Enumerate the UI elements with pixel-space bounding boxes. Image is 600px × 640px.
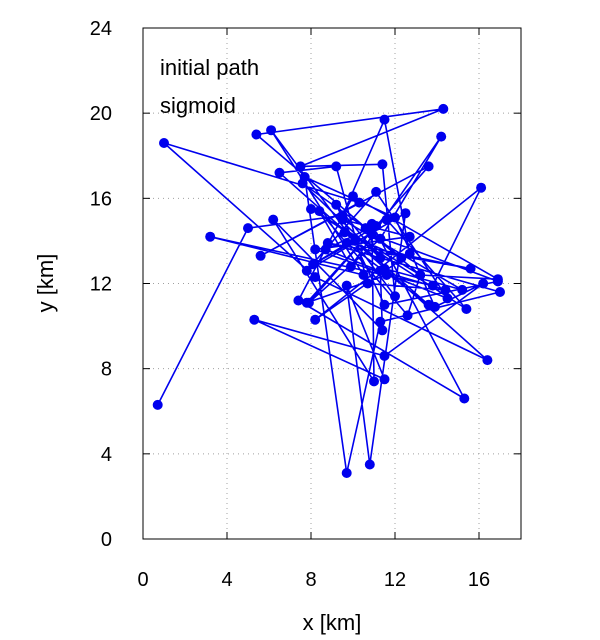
y-tick-label: 0 [101, 529, 112, 551]
data-point [337, 214, 348, 225]
data-point [396, 253, 407, 263]
data-point [159, 138, 169, 148]
data-point [379, 299, 390, 310]
data-point [205, 231, 216, 242]
data-point [427, 280, 438, 291]
data-point [320, 244, 331, 255]
data-point [310, 314, 321, 325]
data-point [404, 248, 415, 259]
data-point [345, 261, 356, 272]
y-tick-label: 16 [90, 188, 112, 210]
data-point [249, 314, 260, 325]
data-point [375, 233, 386, 244]
data-point [362, 278, 373, 289]
annotation-line-1: initial path [160, 55, 259, 80]
data-point [478, 278, 489, 289]
data-point [251, 129, 262, 140]
data-point [354, 197, 365, 208]
series-line [156, 108, 501, 474]
data-point [152, 399, 163, 410]
y-tick-label: 4 [101, 444, 112, 466]
data-point [301, 265, 312, 276]
data-point [274, 167, 285, 178]
data-point [266, 125, 277, 136]
data-point [457, 284, 468, 295]
y-tick-label: 24 [90, 18, 112, 40]
data-point [350, 235, 361, 246]
data-point [348, 191, 358, 202]
x-tick-label: 8 [305, 569, 316, 591]
data-point [364, 459, 375, 470]
x-tick-label: 0 [137, 569, 148, 591]
data-point [482, 355, 493, 366]
data-point [301, 297, 312, 308]
data-point [390, 212, 400, 223]
x-tick-label: 16 [468, 569, 490, 591]
axis-ticks: 0 4 8 12 16 0 4 8 12 16 20 24 [90, 18, 521, 591]
x-axis-label: x [km] [303, 610, 362, 635]
annotation-line-2: sigmoid [160, 93, 236, 118]
data-point [369, 376, 379, 387]
data-point [331, 199, 342, 210]
data-point [268, 214, 279, 225]
data-point [381, 214, 392, 225]
y-tick-label: 20 [90, 103, 112, 125]
data-point [308, 259, 319, 270]
data-series [152, 103, 505, 478]
data-point [310, 244, 321, 255]
x-tick-label: 12 [384, 569, 406, 591]
data-point [375, 316, 386, 327]
data-point [358, 270, 369, 280]
data-point [436, 131, 447, 142]
data-point [402, 310, 413, 321]
data-point [375, 253, 386, 263]
data-point [341, 468, 352, 478]
data-point [400, 208, 411, 219]
y-tick-label: 8 [101, 359, 112, 381]
data-point [379, 350, 390, 361]
data-point [423, 161, 434, 172]
data-point [438, 103, 449, 114]
data-point [476, 182, 487, 193]
data-point [379, 374, 390, 385]
data-point [297, 178, 308, 189]
data-point [429, 301, 440, 312]
data-point [390, 291, 400, 302]
data-point [293, 295, 304, 306]
data-point [360, 223, 371, 234]
data-point [381, 270, 392, 280]
data-point [331, 161, 342, 172]
data-point [371, 221, 382, 231]
data-point [295, 161, 306, 172]
data-point [404, 231, 415, 242]
data-point [255, 250, 266, 261]
y-tick-label: 12 [90, 274, 112, 296]
data-point [379, 114, 390, 125]
x-tick-label: 4 [221, 569, 232, 591]
data-point [339, 227, 350, 238]
data-point [459, 393, 470, 404]
data-point [306, 204, 316, 214]
y-axis-label: y [km] [33, 254, 58, 313]
data-point [366, 229, 377, 240]
data-point [465, 263, 476, 274]
data-point [243, 223, 253, 234]
data-point [377, 325, 388, 336]
data-point [442, 293, 453, 304]
data-point [314, 206, 325, 217]
data-point [310, 272, 321, 283]
data-point [371, 186, 382, 197]
data-point [341, 280, 352, 291]
data-point [341, 238, 352, 248]
data-point [440, 284, 451, 295]
data-point [461, 304, 472, 314]
data-point [415, 270, 426, 280]
data-point [377, 159, 388, 170]
data-point [495, 287, 505, 297]
data-point [492, 276, 503, 287]
